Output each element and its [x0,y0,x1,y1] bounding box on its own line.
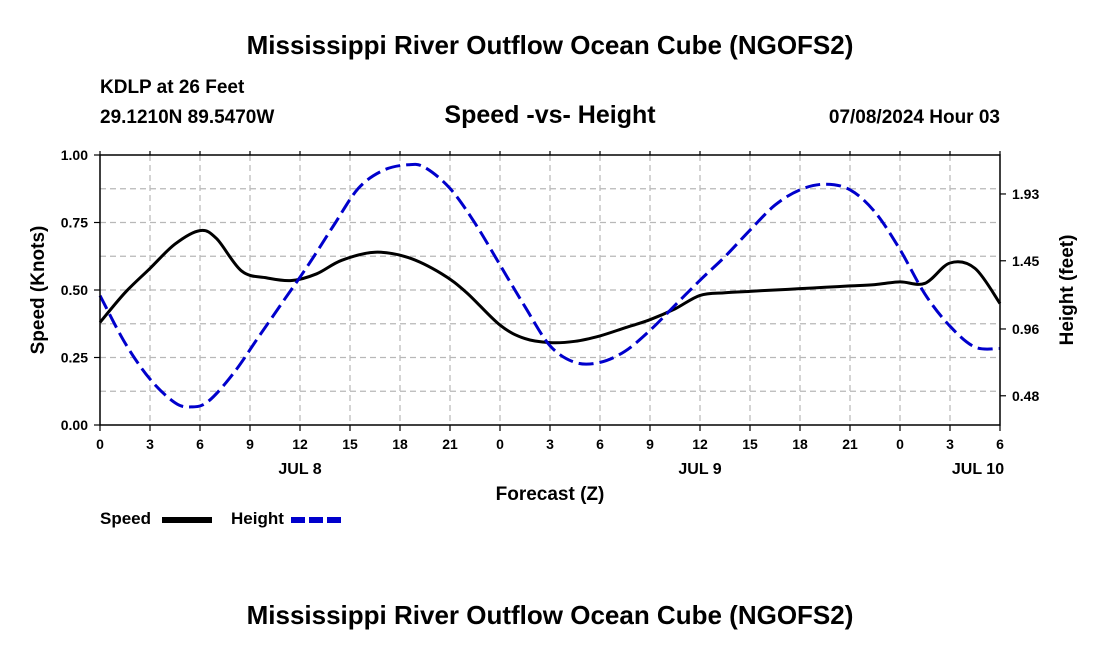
x-tick-label: 3 [546,436,554,452]
day-label: JUL 10 [952,461,1004,478]
y-tick-label: 1.00 [61,147,88,163]
x-tick-label: 12 [292,436,308,452]
x-tick-label: 0 [96,436,104,452]
footer-title: Mississippi River Outflow Ocean Cube (NG… [246,600,854,630]
x-tick-label: 0 [496,436,504,452]
x-tick-label: 12 [692,436,708,452]
x-tick-label: 18 [792,436,808,452]
day-label: JUL 9 [678,461,721,478]
y-tick-label: 0.00 [61,417,88,433]
y-axis-label: Speed (Knots) [28,226,49,355]
x-tick-label: 3 [946,436,954,452]
coordinates-label: 29.1210N 89.5470W [100,107,275,128]
y2-tick-label: 1.93 [1012,186,1039,202]
grid-layer [100,155,1000,425]
y-tick-label: 0.50 [61,282,88,298]
x-tick-label: 9 [246,436,254,452]
x-tick-label: 15 [342,436,358,452]
y-tick-label: 0.25 [61,350,88,366]
x-tick-label: 15 [742,436,758,452]
forecast-datetime: 07/08/2024 Hour 03 [828,107,1000,128]
x-tick-label: 21 [842,436,858,452]
y2-tick-label: 1.45 [1012,253,1039,269]
legend-speed-label: Speed [100,509,152,528]
x-tick-label: 6 [996,436,1004,452]
legend-height-swatch [291,517,341,523]
y-tick-label: 0.75 [61,215,88,231]
chart-subtitle: Speed -vs- Height [444,101,656,129]
height-series-line [98,162,1001,409]
x-tick-label: 0 [896,436,904,452]
main-title: Mississippi River Outflow Ocean Cube (NG… [246,30,854,60]
speed-series-line [98,228,1002,345]
x-tick-label: 21 [442,436,458,452]
legend-height-label: Height [231,509,284,528]
y2-axis-label: Height (feet) [1057,235,1078,346]
series-layer [98,162,1002,409]
ticks-layer: 0 3 6 9 12 15 18 21 0 3 6 9 12 15 18 21 0 3 6 0.00 0.25 0.50 0… [61,147,1040,478]
x-tick-label: 3 [146,436,154,452]
x-tick-label: 9 [646,436,654,452]
x-tick-label: 6 [596,436,604,452]
legend-speed-swatch [162,517,212,523]
plot-frame [99,154,1001,426]
y2-tick-label: 0.96 [1012,321,1039,337]
x-axis-label: Forecast (Z) [496,484,605,505]
x-tick-label: 18 [392,436,408,452]
x-tick-label: 6 [196,436,204,452]
y2-tick-label: 0.48 [1012,388,1039,404]
day-label: JUL 8 [278,461,321,478]
station-label: KDLP at 26 Feet [100,77,245,98]
